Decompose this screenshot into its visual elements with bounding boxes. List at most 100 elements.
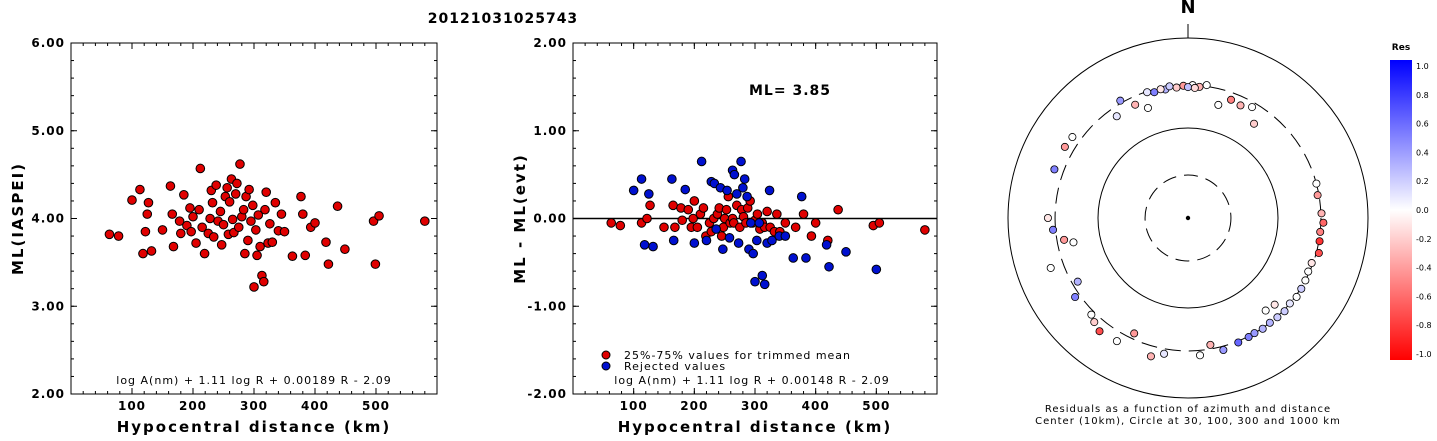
data-point <box>420 216 430 226</box>
station-residual-point <box>1244 333 1253 342</box>
polar-caption-line2: Center (10km), Circle at 30, 100, 300 an… <box>1035 416 1341 427</box>
data-point <box>871 264 882 275</box>
station-residual-point <box>1227 95 1236 104</box>
station-residual-point <box>1236 101 1245 110</box>
station-residual-point <box>1315 237 1324 246</box>
data-point <box>205 213 215 224</box>
station-residual-point <box>1165 82 1174 91</box>
x-tick-label: 500 <box>862 399 890 413</box>
data-point <box>742 191 752 202</box>
data-point <box>218 219 229 230</box>
station-residual-point <box>1313 191 1322 200</box>
north-label: N <box>1180 0 1195 18</box>
station-residual-point <box>1095 327 1104 336</box>
data-point <box>230 189 241 199</box>
data-point <box>692 222 703 233</box>
colorbar-tick-label: -0.8 <box>1416 321 1432 330</box>
station-residual-point <box>1234 338 1243 347</box>
data-point <box>748 248 758 259</box>
station-residual-point <box>1248 103 1257 112</box>
data-point <box>135 184 145 195</box>
station-residual-point <box>1046 263 1055 272</box>
data-point <box>762 206 772 217</box>
station-residual-point <box>1285 299 1294 308</box>
station-residual-point <box>1146 352 1155 361</box>
data-point <box>738 182 748 193</box>
data-point <box>780 231 791 241</box>
data-point <box>790 222 801 233</box>
data-point <box>722 185 732 196</box>
station-residual-point <box>1160 349 1169 358</box>
data-point <box>165 181 176 191</box>
data-point <box>752 235 762 246</box>
data-point <box>698 203 709 213</box>
data-point <box>127 195 137 205</box>
data-point <box>287 251 298 262</box>
data-point <box>224 197 235 207</box>
station-residual-point <box>1250 329 1259 338</box>
data-point <box>176 228 186 239</box>
station-residual-point <box>1071 293 1080 302</box>
x-tick-label: 100 <box>118 399 146 413</box>
data-point <box>798 209 809 219</box>
station-residual-point <box>1270 300 1279 309</box>
data-point <box>251 225 261 235</box>
data-point <box>168 241 179 252</box>
data-point <box>810 218 821 228</box>
colorbar-tick-label: 0.8 <box>1416 91 1429 100</box>
data-point <box>207 197 218 208</box>
station-residual-point <box>1307 259 1316 268</box>
data-point <box>191 238 201 248</box>
data-point <box>767 235 777 246</box>
station-residual-point <box>1319 218 1328 227</box>
station-residual-point <box>1060 142 1069 151</box>
magnitude-formula: log A(nm) + 1.11 log R + 0.00148 R - 2.0… <box>614 374 889 387</box>
station-residual-point <box>1261 306 1270 315</box>
colorbar-tick-label: 0.4 <box>1416 148 1429 157</box>
data-point <box>247 200 258 211</box>
data-point <box>606 218 617 228</box>
data-point <box>104 229 115 240</box>
data-point <box>260 204 270 215</box>
data-point <box>750 276 760 287</box>
data-point <box>258 276 269 287</box>
y-axis-label: ML - ML(evt) <box>511 153 529 283</box>
data-point <box>639 240 650 250</box>
station-residual-point <box>1265 318 1274 327</box>
data-point <box>244 184 254 195</box>
data-point <box>179 190 189 200</box>
y-tick-label: 2.00 <box>533 36 567 50</box>
data-point <box>645 200 655 211</box>
colorbar-tick-label: -0.2 <box>1416 235 1432 244</box>
x-tick-label: 300 <box>741 399 769 413</box>
range-circle-30km <box>1144 174 1232 262</box>
station-residual-point <box>1156 85 1165 94</box>
y-axis-label: ML(IASPEI) <box>9 162 27 275</box>
data-point <box>140 226 151 237</box>
data-point <box>920 225 930 235</box>
data-point <box>668 235 679 246</box>
station-residual-point <box>1250 119 1259 128</box>
legend-marker <box>601 350 611 360</box>
data-point <box>323 259 334 269</box>
data-point <box>370 259 381 269</box>
station-residual-point <box>1043 213 1052 222</box>
data-point <box>801 253 811 263</box>
data-point <box>374 211 384 221</box>
station-residual-point <box>1090 318 1099 327</box>
data-point <box>711 224 721 234</box>
station-residual-point <box>1202 81 1211 90</box>
station-residual-point <box>1273 313 1282 322</box>
data-point <box>757 270 768 281</box>
station-residual-point <box>1280 307 1289 316</box>
y-tick-label: 6.00 <box>31 36 65 50</box>
data-point <box>227 214 238 225</box>
data-point <box>146 246 157 256</box>
station-residual-point <box>1258 324 1267 333</box>
data-point <box>235 159 245 169</box>
figure-title: 20121031025743 <box>428 11 578 27</box>
data-point <box>759 279 770 290</box>
x-axis-label: Hypocentral distance (km) <box>618 418 893 436</box>
data-point <box>252 250 262 261</box>
